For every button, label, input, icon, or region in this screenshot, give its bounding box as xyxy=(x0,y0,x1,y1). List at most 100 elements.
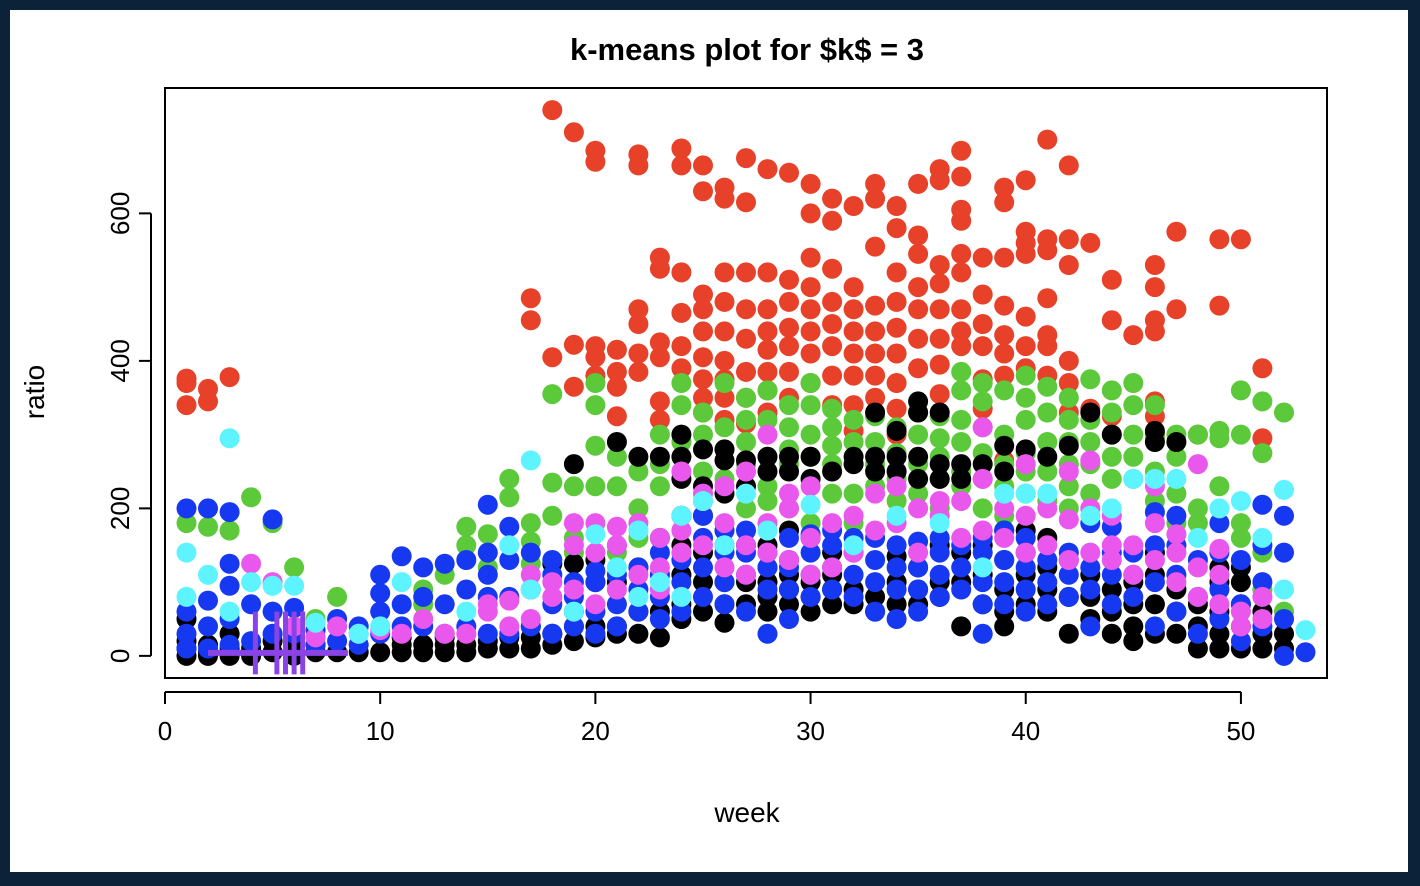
data-point xyxy=(779,395,799,416)
data-point xyxy=(822,210,843,231)
data-point xyxy=(1015,601,1036,622)
data-point xyxy=(585,336,606,357)
data-point xyxy=(972,557,993,578)
data-point xyxy=(671,262,692,283)
data-point xyxy=(520,579,541,600)
x-tick-label: 40 xyxy=(1011,716,1040,746)
data-point xyxy=(1058,550,1079,570)
data-point xyxy=(865,432,886,452)
data-point xyxy=(1230,631,1251,652)
data-point xyxy=(1015,365,1036,386)
data-point xyxy=(1144,535,1165,556)
data-point xyxy=(606,432,627,452)
data-point xyxy=(456,623,477,644)
data-point xyxy=(822,336,843,357)
y-tick-label: 200 xyxy=(105,487,135,530)
data-point xyxy=(800,321,821,342)
data-point xyxy=(198,564,218,585)
data-point xyxy=(865,343,886,364)
data-point xyxy=(477,623,498,644)
data-point xyxy=(477,594,498,615)
data-point xyxy=(1230,550,1251,570)
data-point xyxy=(1209,538,1230,559)
data-point xyxy=(693,155,713,176)
data-point xyxy=(499,550,520,570)
data-point xyxy=(1058,564,1079,585)
data-point xyxy=(671,138,692,159)
data-point xyxy=(822,314,843,334)
data-point xyxy=(908,225,929,246)
data-point xyxy=(994,616,1015,637)
data-point xyxy=(606,446,627,467)
data-point xyxy=(456,516,477,537)
data-point xyxy=(671,155,692,176)
data-point xyxy=(628,314,649,334)
data-point xyxy=(1144,550,1165,570)
data-point xyxy=(1015,336,1036,357)
data-point xyxy=(1252,572,1273,593)
data-point xyxy=(693,535,713,556)
data-point xyxy=(865,402,886,423)
data-point xyxy=(1037,325,1058,346)
data-point xyxy=(693,505,713,526)
data-point xyxy=(972,336,993,357)
data-point xyxy=(649,247,670,268)
data-point xyxy=(499,487,520,508)
data-point xyxy=(843,505,864,526)
data-point xyxy=(886,317,907,338)
data-point xyxy=(1209,498,1230,519)
x-tick-label: 10 xyxy=(366,716,395,746)
data-point xyxy=(391,572,412,593)
data-point xyxy=(951,454,972,475)
data-point xyxy=(800,564,821,585)
data-point xyxy=(1101,446,1122,467)
data-point xyxy=(649,347,670,368)
data-point xyxy=(908,173,929,194)
data-point xyxy=(520,542,541,563)
data-point xyxy=(219,428,240,449)
data-point xyxy=(284,597,305,618)
data-point xyxy=(951,243,972,264)
data-point xyxy=(800,173,821,194)
data-point xyxy=(542,623,563,644)
data-point xyxy=(994,343,1015,364)
data-point xyxy=(779,269,799,290)
data-point xyxy=(585,395,606,416)
data-point xyxy=(1144,277,1165,298)
data-point xyxy=(1274,645,1294,666)
data-point xyxy=(1101,498,1122,519)
data-point xyxy=(477,542,498,563)
data-point xyxy=(929,491,950,511)
data-point xyxy=(499,468,520,489)
data-point xyxy=(649,557,670,578)
data-point xyxy=(1058,387,1079,408)
data-point xyxy=(865,572,886,593)
data-point xyxy=(327,616,348,637)
data-point xyxy=(671,601,692,622)
data-point xyxy=(1058,586,1079,607)
data-point xyxy=(1123,616,1144,637)
data-point xyxy=(1209,229,1230,250)
data-point xyxy=(1037,432,1058,452)
data-point xyxy=(972,314,993,334)
data-point xyxy=(1037,376,1058,397)
data-point xyxy=(176,395,197,416)
data-point xyxy=(241,631,262,652)
data-point xyxy=(994,594,1015,615)
data-point xyxy=(606,594,627,615)
data-point xyxy=(714,417,735,438)
data-point xyxy=(649,572,670,593)
data-point xyxy=(219,601,240,622)
data-point xyxy=(370,601,391,622)
data-point xyxy=(822,579,843,600)
data-point xyxy=(219,553,240,574)
x-axis-label: week xyxy=(713,797,780,828)
data-point xyxy=(822,365,843,386)
data-point xyxy=(951,491,972,511)
data-point xyxy=(1144,310,1165,331)
data-point xyxy=(628,361,649,382)
data-point xyxy=(542,100,563,121)
data-point xyxy=(714,535,735,556)
data-point xyxy=(176,623,197,644)
data-point xyxy=(843,343,864,364)
